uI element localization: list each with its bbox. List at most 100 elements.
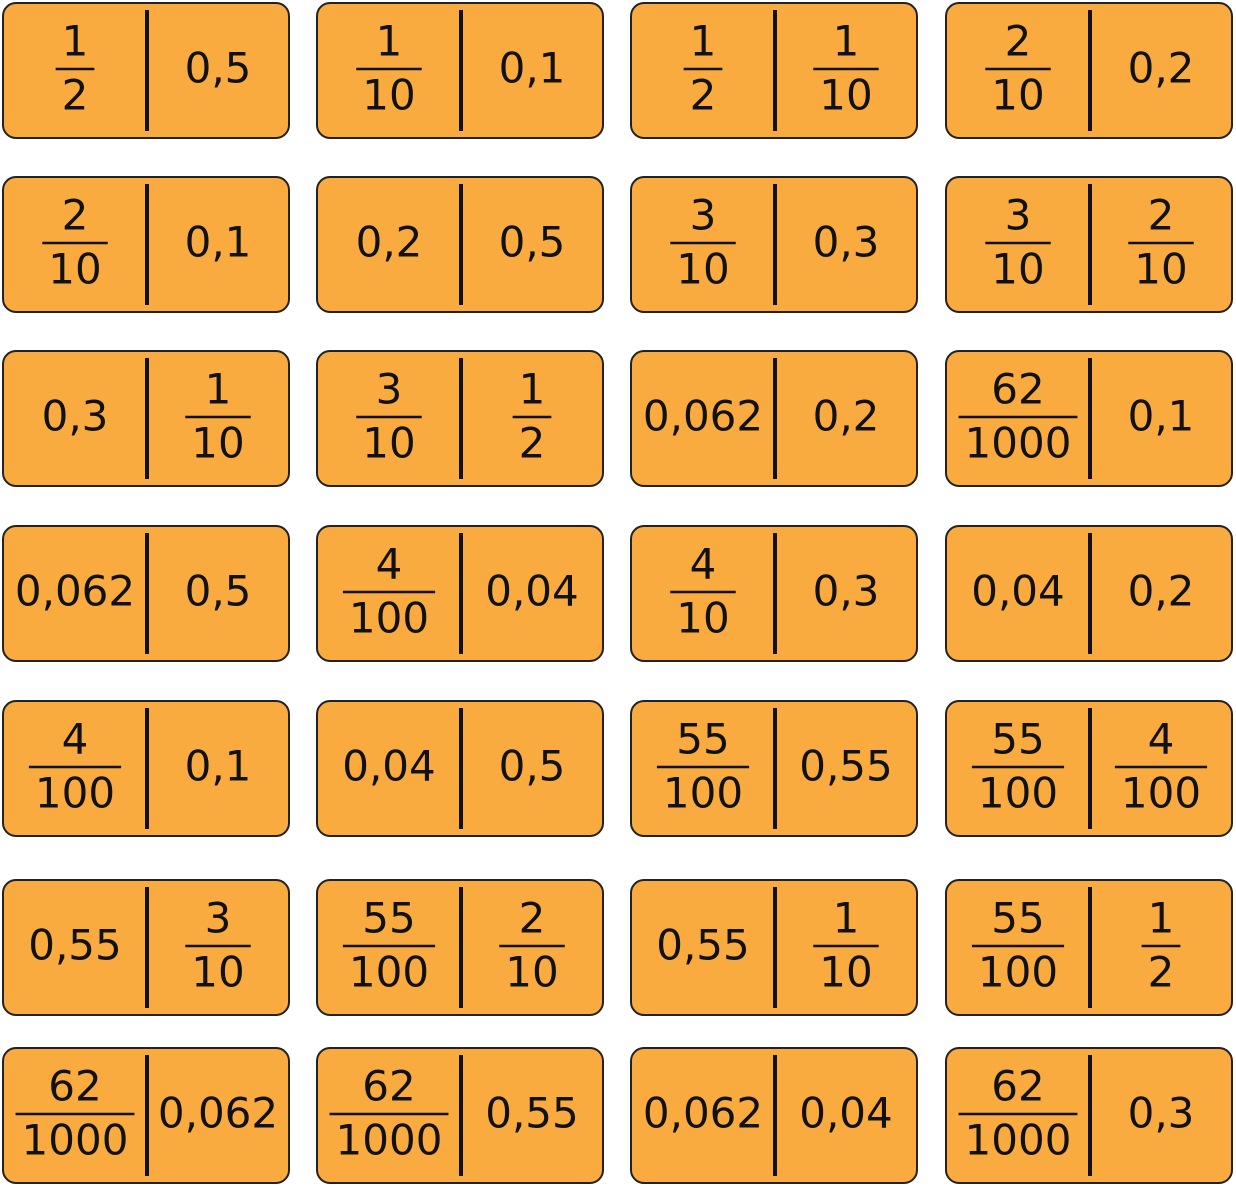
numerator: 4 [690,540,717,589]
numerator: 2 [1005,17,1032,66]
domino: 2 10 0,2 [945,2,1233,139]
numerator: 2 [62,191,89,240]
denominator: 2 [690,71,717,120]
numerator: 55 [991,715,1044,764]
domino: 62 1000 0,3 [945,1047,1233,1184]
numerator: 62 [991,365,1044,414]
domino: 1 10 0,1 [316,2,604,139]
denominator: 2 [519,419,546,468]
denominator: 10 [191,419,244,468]
denominator: 100 [1121,769,1201,818]
numerator: 1 [205,365,232,414]
domino: 1 2 1 10 [630,2,918,139]
denominator: 10 [991,245,1044,294]
numerator: 3 [1005,191,1032,240]
decimal: 0,062 [15,567,135,616]
denominator: 10 [991,71,1044,120]
denominator: 100 [978,948,1058,997]
numerator: 2 [519,894,546,943]
denominator: 10 [819,71,872,120]
numerator: 4 [1148,715,1175,764]
decimal: 0,5 [499,742,566,791]
domino: 0,04 0,5 [316,700,604,837]
denominator: 10 [191,948,244,997]
denominator: 1000 [965,1116,1072,1165]
decimal: 0,5 [499,218,566,267]
numerator: 1 [690,17,717,66]
decimal: 0,1 [499,44,566,93]
domino: 55 100 4 100 [945,700,1233,837]
decimal: 0,1 [185,218,252,267]
decimal: 0,3 [42,392,109,441]
domino: 0,55 1 10 [630,879,918,1016]
domino: 0,04 0,2 [945,525,1233,662]
decimal: 0,3 [813,218,880,267]
decimal: 0,062 [643,392,763,441]
domino: 2 10 0,1 [2,176,290,313]
decimal: 0,1 [1128,392,1195,441]
decimal: 0,04 [799,1089,893,1138]
numerator: 1 [833,894,860,943]
denominator: 100 [35,769,115,818]
domino: 55 100 2 10 [316,879,604,1016]
denominator: 1000 [336,1116,443,1165]
numerator: 4 [376,540,403,589]
decimal: 0,062 [158,1089,278,1138]
domino: 55 100 0,55 [630,700,918,837]
domino: 62 1000 0,062 [2,1047,290,1184]
numerator: 1 [62,17,89,66]
domino: 3 10 2 10 [945,176,1233,313]
decimal: 0,3 [1128,1089,1195,1138]
numerator: 3 [690,191,717,240]
decimal: 0,5 [185,44,252,93]
denominator: 100 [663,769,743,818]
numerator: 3 [376,365,403,414]
domino: 4 100 0,1 [2,700,290,837]
domino: 62 1000 0,55 [316,1047,604,1184]
domino: 0,062 0,2 [630,350,918,487]
denominator: 100 [349,594,429,643]
numerator: 55 [991,894,1044,943]
domino: 0,3 1 10 [2,350,290,487]
decimal: 0,2 [1128,44,1195,93]
domino: 4 10 0,3 [630,525,918,662]
domino: 4 100 0,04 [316,525,604,662]
domino: 0,062 0,04 [630,1047,918,1184]
numerator: 2 [1148,191,1175,240]
decimal: 0,04 [342,742,436,791]
domino: 3 10 1 2 [316,350,604,487]
numerator: 55 [676,715,729,764]
decimal: 0,2 [813,392,880,441]
decimal: 0,55 [485,1089,579,1138]
numerator: 55 [362,894,415,943]
denominator: 10 [676,245,729,294]
denominator: 100 [349,948,429,997]
denominator: 10 [819,948,872,997]
decimal: 0,2 [1128,567,1195,616]
numerator: 1 [519,365,546,414]
decimal: 0,1 [185,742,252,791]
decimal: 0,55 [799,742,893,791]
domino: 0,062 0,5 [2,525,290,662]
domino: 0,55 3 10 [2,879,290,1016]
decimal: 0,2 [356,218,423,267]
numerator: 1 [833,17,860,66]
domino: 120,5 [2,2,290,139]
denominator: 2 [62,71,89,120]
denominator: 10 [362,419,415,468]
denominator: 10 [362,71,415,120]
denominator: 10 [505,948,558,997]
denominator: 1000 [22,1116,129,1165]
domino: 0,2 0,5 [316,176,604,313]
numerator: 4 [62,715,89,764]
decimal: 0,5 [185,567,252,616]
denominator: 1000 [965,419,1072,468]
denominator: 10 [1134,245,1187,294]
denominator: 2 [1148,948,1175,997]
decimal: 0,062 [643,1089,763,1138]
decimal: 0,55 [656,921,750,970]
decimal: 0,55 [28,921,122,970]
denominator: 10 [48,245,101,294]
